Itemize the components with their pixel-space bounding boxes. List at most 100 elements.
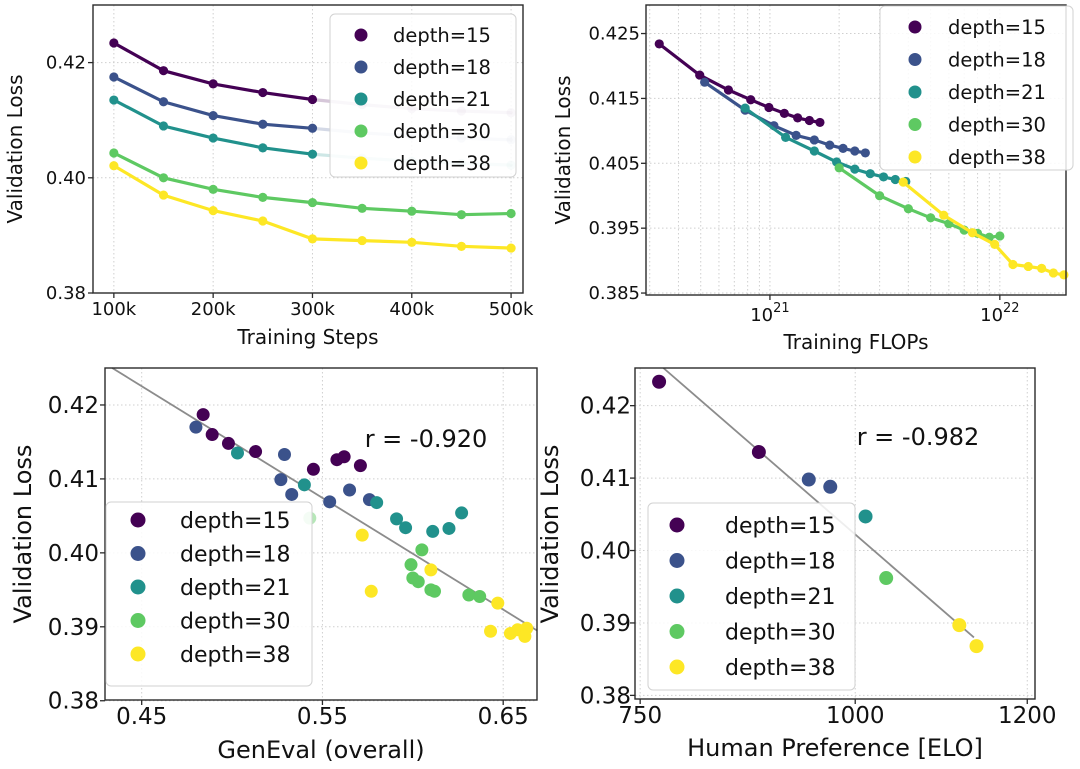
legend-label-depth21: depth=21	[393, 88, 491, 111]
legend-marker-depth21	[354, 92, 368, 106]
scatter-depth21	[858, 509, 873, 524]
data-point	[307, 197, 318, 208]
data-point	[258, 143, 268, 153]
data-point	[858, 509, 873, 524]
x-tick-label: 0.65	[478, 704, 529, 730]
series-depth30	[109, 148, 516, 220]
data-point	[109, 38, 119, 48]
legend-label-depth30: depth=30	[393, 120, 491, 143]
data-point	[189, 420, 203, 434]
legend-label-depth18: depth=18	[393, 56, 491, 79]
data-point	[898, 177, 908, 187]
scatter-depth18	[801, 472, 838, 494]
data-point	[779, 108, 789, 118]
series-depth15	[654, 39, 825, 128]
data-point	[952, 618, 967, 633]
data-point	[473, 589, 487, 603]
data-point	[462, 588, 476, 602]
correlation-annotation: r = -0.920	[365, 425, 488, 453]
data-point	[208, 110, 218, 121]
legend-box	[105, 501, 313, 687]
data-point	[781, 132, 791, 142]
chart-val-loss-vs-human-preference: 750 1000 1200 0.42 0.41 0.40 0.39 0.38 Human Pre…	[540, 367, 1057, 762]
legend-label-depth38: depth=38	[948, 146, 1046, 169]
data-point	[969, 639, 984, 654]
data-point	[967, 228, 978, 238]
legend: depth=15 depth=18 depth=21 depth=30 depth=38	[329, 13, 517, 178]
legend-marker-depth38	[908, 150, 922, 164]
legend-marker-depth38	[669, 659, 685, 675]
data-point	[484, 624, 498, 638]
chart-val-loss-vs-geneval: 0.45 0.55 0.65 0.42 0.41 0.40 0.39 0.38 GenEval …	[9, 367, 538, 764]
series-depth38	[109, 161, 516, 253]
y-tick-label: 0.40	[48, 541, 99, 567]
legend-label-depth18: depth=18	[180, 542, 290, 567]
x-tick-label: 400k	[389, 299, 434, 320]
data-point	[390, 512, 404, 526]
legend-marker-depth18	[669, 553, 685, 568]
data-point	[221, 436, 235, 450]
data-point	[850, 146, 860, 156]
data-point	[407, 206, 417, 216]
data-point	[230, 446, 244, 460]
data-point	[370, 496, 384, 510]
chart-val-loss-vs-training-flops: 1021 1022 0.425 0.415 0.405 0.395 0.385 Trainin…	[551, 4, 1074, 354]
x-tick-label: 200k	[191, 299, 236, 320]
legend-marker-depth15	[130, 512, 146, 528]
y-tick-label: 0.38	[580, 683, 631, 709]
plot-frame	[104, 367, 538, 701]
scatter-depth30	[303, 511, 487, 603]
data-point	[809, 146, 819, 156]
data-point	[815, 117, 825, 128]
legend-label-depth38: depth=38	[180, 643, 290, 668]
legend-marker-depth21	[669, 588, 685, 604]
x-tick-label: 1000	[826, 703, 885, 729]
data-point	[455, 506, 469, 520]
legend-label-depth21: depth=21	[180, 576, 290, 601]
data-point	[723, 85, 734, 95]
data-point	[939, 210, 949, 220]
data-point	[850, 164, 860, 174]
data-point	[890, 174, 900, 185]
x-tick-label: 0.55	[297, 704, 348, 730]
data-point	[277, 448, 291, 462]
scatter-depth38	[355, 528, 534, 643]
data-point	[258, 192, 268, 202]
data-point	[285, 487, 299, 501]
data-point	[823, 479, 838, 494]
y-tick-label: 0.415	[588, 88, 640, 109]
scatter-depth30	[879, 571, 894, 586]
legend-box	[329, 13, 517, 178]
data-point	[307, 234, 318, 244]
legend: depth=15 depth=18 depth=21 depth=30 depth=38	[647, 502, 856, 691]
data-point	[364, 584, 378, 598]
data-point	[809, 135, 819, 145]
data-point	[654, 39, 664, 49]
legend-label-depth15: depth=15	[725, 514, 835, 539]
correlation-annotation: r = -0.982	[857, 423, 980, 451]
x-axis-label: Training Steps	[236, 325, 378, 349]
data-point	[307, 94, 318, 105]
data-point	[751, 445, 766, 460]
data-point	[399, 521, 413, 535]
legend: depth=15 depth=18 depth=21 depth=30 depth=38	[879, 5, 1074, 171]
y-tick-label: 0.425	[588, 24, 640, 45]
tick-marks	[88, 61, 512, 298]
legend-label-depth18: depth=18	[948, 49, 1046, 72]
legend-marker-depth15	[354, 28, 368, 42]
data-point	[353, 459, 367, 473]
data-point	[411, 575, 425, 589]
data-point	[158, 173, 169, 183]
x-tick-label: 500k	[489, 299, 534, 320]
legend-marker-depth15	[669, 517, 685, 533]
legend-marker-depth30	[354, 124, 368, 138]
data-point	[404, 558, 418, 572]
data-point	[456, 210, 467, 220]
data-point	[297, 478, 311, 492]
x-axis-label: GenEval (overall)	[217, 736, 424, 764]
data-point	[109, 95, 119, 105]
y-tick-label: 0.405	[588, 153, 640, 174]
legend: depth=15 depth=18 depth=21 depth=30 depth=38	[105, 501, 313, 687]
tick-marks	[641, 32, 1001, 300]
data-point	[208, 184, 218, 194]
